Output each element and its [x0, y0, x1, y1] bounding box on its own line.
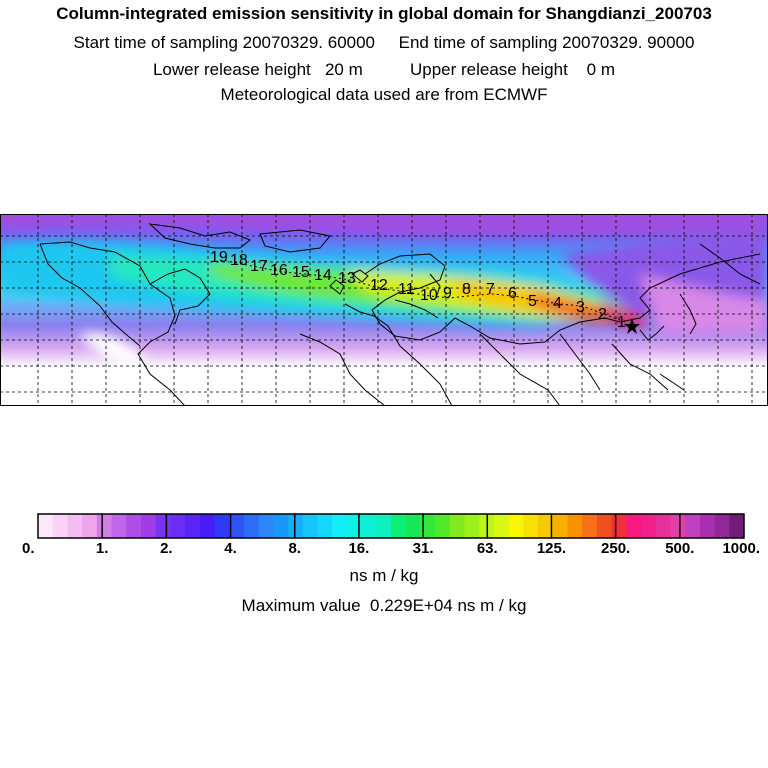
colorbar-cell — [273, 514, 289, 538]
colorbar-tick-label: 2. — [160, 540, 173, 557]
trajectory-label: 5 — [528, 293, 537, 310]
trajectory-label: 7 — [486, 281, 495, 298]
colorbar-cell — [376, 514, 392, 538]
colorbar-cell — [38, 514, 54, 538]
colorbar-tick-label: 1000. — [722, 540, 760, 557]
colorbar-cell — [523, 514, 539, 538]
colorbar-cell — [655, 514, 671, 538]
trajectory-label: 14 — [314, 267, 332, 284]
colorbar-cell — [420, 514, 436, 538]
colorbar-cell — [332, 514, 348, 538]
colorbar-tick-label: 16. — [348, 540, 369, 557]
colorbar: 0. 1. 2. 4. 8. 16. 31. 63. 125. 250. 500. 1000. — [22, 513, 760, 557]
trajectory-label: 11 — [398, 281, 415, 298]
colorbar-cell — [96, 514, 113, 538]
colorbar-cell — [685, 514, 701, 538]
colorbar-cell — [729, 514, 745, 538]
colorbar-cell — [391, 514, 407, 538]
colorbar-cell — [405, 514, 421, 538]
colorbar-tick-label: 500. — [665, 540, 694, 557]
colorbar-cell — [126, 514, 142, 538]
trajectory-label: 13 — [338, 270, 356, 287]
trajectory-label: 8 — [462, 281, 471, 298]
colorbar-cell — [170, 514, 186, 538]
colorbar-cell — [641, 514, 657, 538]
colorbar-cell — [538, 514, 554, 538]
trajectory-label: 18 — [230, 252, 248, 269]
trajectory-label: 9 — [443, 285, 452, 302]
colorbar-cell — [214, 514, 230, 538]
colorbar-cell — [82, 514, 98, 538]
trajectory-label: 17 — [250, 258, 268, 275]
colorbar-cell — [435, 514, 451, 538]
trajectory-label: 15 — [292, 264, 310, 281]
colorbar-cell — [199, 514, 215, 538]
colorbar-cell — [611, 514, 627, 538]
colorbar-tick-label: 4. — [224, 540, 237, 557]
colorbar-cell — [288, 514, 304, 538]
sampling-time-line: Start time of sampling 20070329. 60000 E… — [73, 33, 695, 52]
colorbar-tick-label: 8. — [288, 540, 301, 557]
met-data-line: Meteorological data used are from ECMWF — [220, 85, 548, 104]
colorbar-tick-label: 1. — [96, 540, 109, 557]
trajectory-label: 2 — [598, 306, 607, 323]
receptor-star-icon — [624, 318, 640, 334]
trajectory-label: 12 — [370, 277, 388, 294]
colorbar-unit: ns m / kg — [349, 566, 419, 585]
trajectory-label: 1 — [617, 314, 626, 331]
colorbar-cell — [346, 514, 363, 538]
trajectory-label: 3 — [576, 299, 585, 316]
release-height-line: Lower release height 20 m Upper release … — [152, 60, 616, 79]
colorbar-cell — [567, 514, 583, 538]
colorbar-cell — [67, 514, 83, 538]
trajectory-label: 19 — [210, 249, 228, 266]
colorbar-cell — [699, 514, 716, 538]
colorbar-cell — [243, 514, 260, 538]
colorbar-cell — [229, 514, 245, 538]
colorbar-cell — [552, 514, 568, 538]
colorbar-cell — [464, 514, 480, 538]
trajectory-label: 4 — [553, 295, 562, 312]
colorbar-tick-label: 63. — [477, 540, 498, 557]
map-title: Column-integrated emission sensitivity i… — [56, 4, 712, 23]
colorbar-cell — [111, 514, 127, 538]
colorbar-cell — [626, 514, 642, 538]
colorbar-cell — [361, 514, 377, 538]
colorbar-cell — [317, 514, 333, 538]
colorbar-cell — [508, 514, 524, 538]
sensitivity-map: 1 2 3 4 5 6 7 8 9 10 11 12 13 14 15 16 1… — [0, 214, 768, 406]
colorbar-cell — [582, 514, 598, 538]
colorbar-tick-label: 125. — [537, 540, 566, 557]
colorbar-cell — [258, 514, 274, 538]
maximum-value: Maximum value 0.229E+04 ns m / kg — [241, 596, 527, 615]
colorbar-cell — [596, 514, 613, 538]
colorbar-tick-label: 31. — [413, 540, 434, 557]
colorbar-cell — [302, 514, 318, 538]
colorbar-cell — [670, 514, 686, 538]
trajectory-label: 16 — [270, 262, 288, 279]
colorbar-cell — [493, 514, 510, 538]
colorbar-tick-label: 250. — [601, 540, 630, 557]
colorbar-cell — [140, 514, 157, 538]
trajectory-label: 6 — [508, 285, 517, 302]
trajectory-label: 10 — [420, 287, 438, 304]
colorbar-cell — [449, 514, 466, 538]
colorbar-tick-label: 0. — [22, 540, 35, 557]
colorbar-cell — [52, 514, 68, 538]
colorbar-cell — [155, 514, 171, 538]
colorbar-cell — [185, 514, 201, 538]
colorbar-cell — [714, 514, 730, 538]
